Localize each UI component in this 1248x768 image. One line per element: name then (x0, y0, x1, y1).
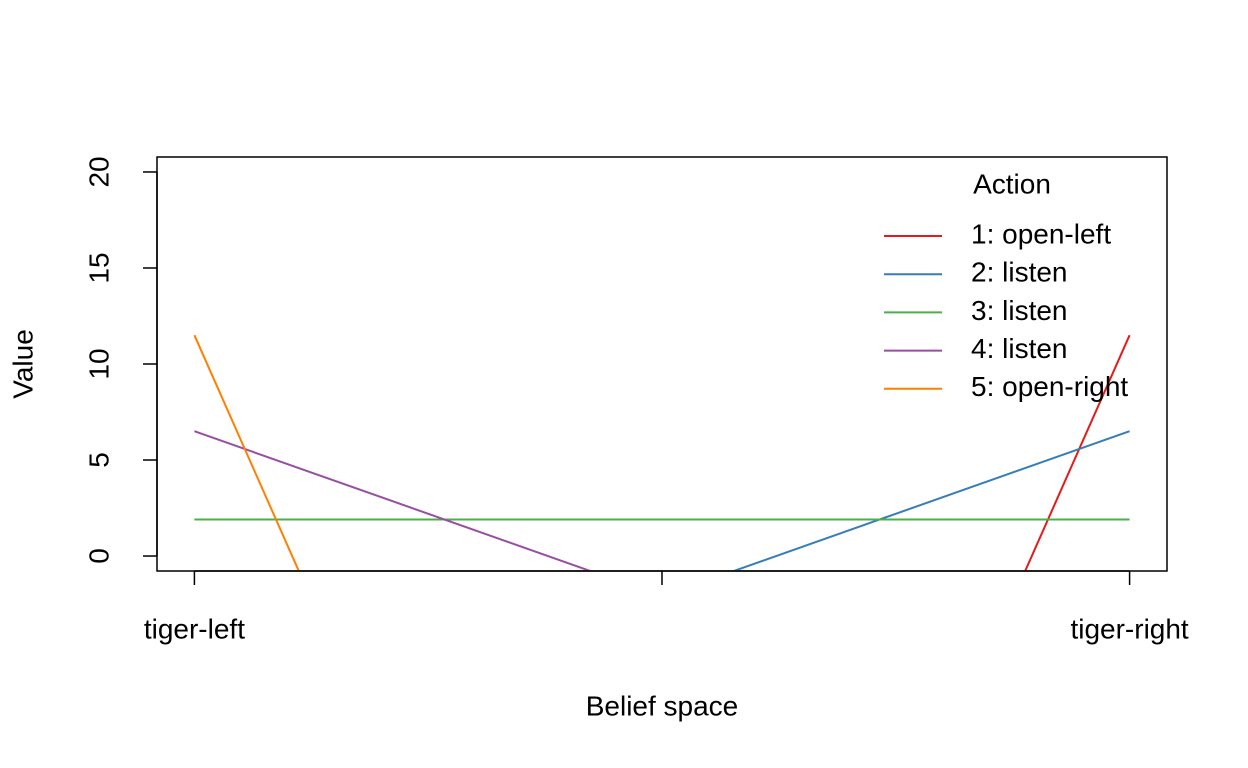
plot-area (193, 334, 1131, 571)
legend-title: Action (973, 168, 1051, 199)
y-tick-label: 5 (83, 452, 114, 468)
y-tick-label: 0 (83, 548, 114, 564)
series-line (194, 430, 594, 571)
y-axis-label: Value (7, 329, 38, 399)
legend-label: 5: open-right (971, 371, 1128, 402)
legend-label: 4: listen (971, 333, 1068, 364)
y-tick-label: 20 (83, 156, 114, 187)
series-line (730, 430, 1130, 571)
legend-label: 3: listen (971, 295, 1068, 326)
x-tick-label: tiger-left (144, 613, 245, 644)
legend-label: 2: listen (971, 257, 1068, 288)
legend-label: 1: open-left (971, 218, 1111, 249)
y-tick-label: 10 (83, 348, 114, 379)
y-tick-label: 15 (83, 252, 114, 283)
x-tick-label: tiger-right (1070, 613, 1188, 644)
x-axis-label: Belief space (586, 690, 739, 721)
